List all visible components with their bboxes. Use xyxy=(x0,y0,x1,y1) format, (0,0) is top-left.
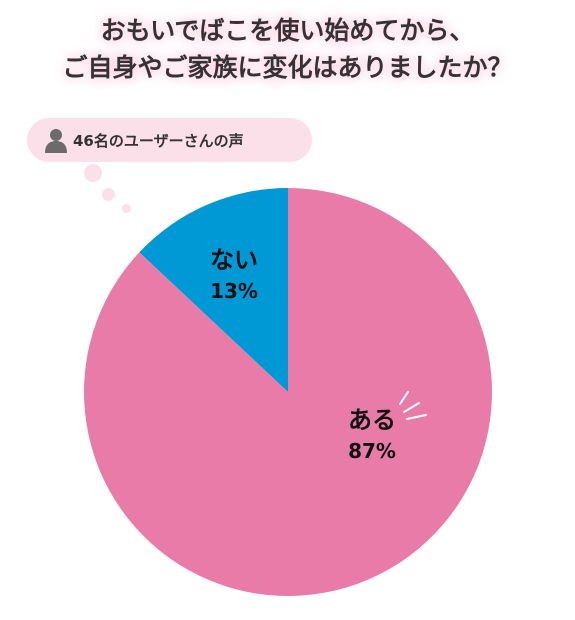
pie-slice-2 xyxy=(83,188,493,596)
bubble-dot-large xyxy=(84,164,102,182)
slice-label-1: ない xyxy=(210,246,258,274)
slice-label-2: ある xyxy=(348,406,396,434)
chart-title: おもいでばこを使い始めてから、 ご自身やご家族に変化はありましたか？ xyxy=(0,12,575,86)
bubble-dot-medium xyxy=(102,188,115,201)
title-line-2: ご自身やご家族に変化はありましたか？ xyxy=(62,53,513,82)
slice-value-label-2: 87% xyxy=(348,439,396,463)
bubble-dot-small xyxy=(122,204,131,213)
pie-slice-1 xyxy=(139,188,288,392)
person-icon xyxy=(43,127,69,153)
slice-value-label-1: 13% xyxy=(210,279,258,303)
respondents-bubble: 46名のユーザーさんの声 xyxy=(27,118,312,162)
title-line-1: おもいでばこを使い始めてから、 xyxy=(100,16,475,45)
emphasis-marks xyxy=(399,391,427,420)
respondents-text: 46名のユーザーさんの声 xyxy=(73,131,244,150)
